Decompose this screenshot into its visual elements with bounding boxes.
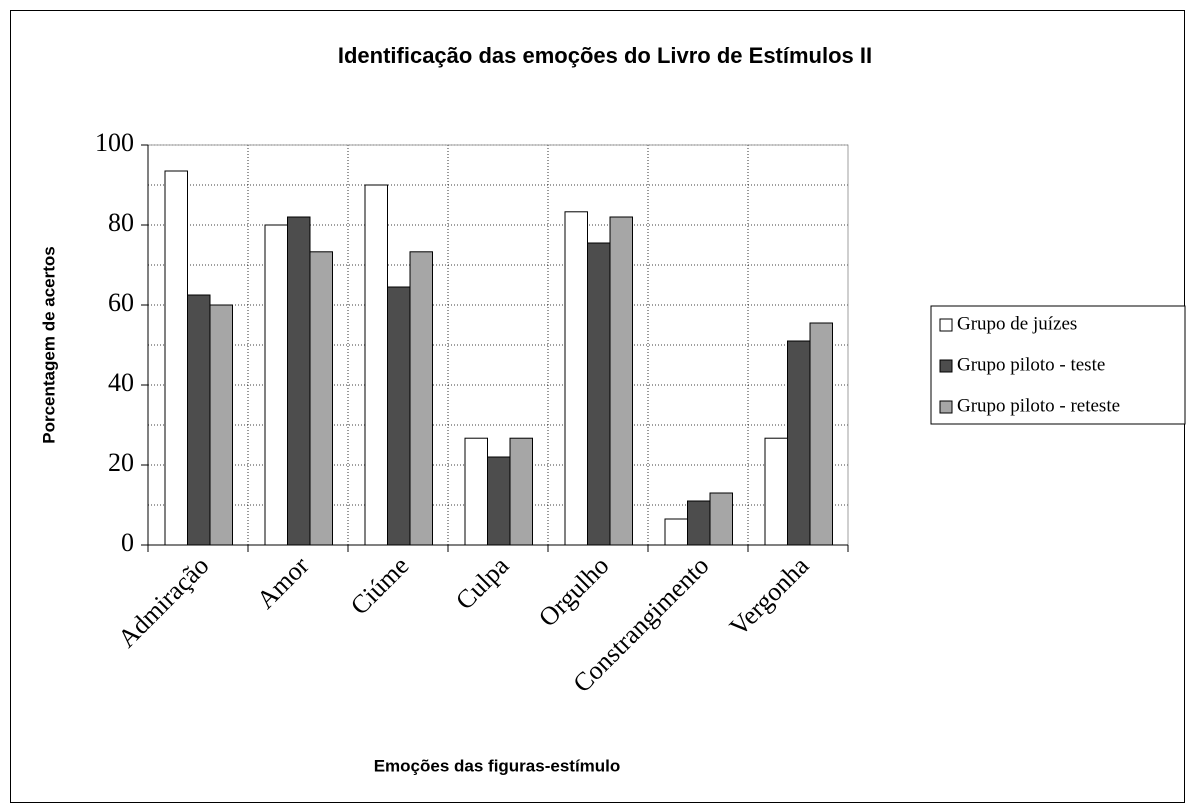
y-tick-label: 100 — [95, 128, 134, 157]
bar — [509, 437, 533, 546]
bar — [309, 251, 333, 546]
y-axis-label: Porcentagem de acertos — [39, 246, 58, 443]
bar — [787, 340, 811, 546]
legend-swatch — [939, 400, 953, 414]
legend-label: Grupo piloto - reteste — [957, 395, 1120, 416]
bar — [487, 456, 511, 546]
bar — [609, 216, 633, 546]
legend-box — [930, 305, 1186, 425]
bar — [287, 216, 311, 546]
bar — [464, 437, 488, 546]
y-tick-label: 40 — [108, 368, 134, 397]
chart-title: Identificação das emoções do Livro de Es… — [338, 43, 872, 68]
legend-swatch — [939, 359, 953, 373]
x-axis-label: Emoções das figuras-estímulo — [374, 756, 621, 775]
y-tick-label: 80 — [108, 208, 134, 237]
bar — [209, 304, 233, 546]
bar — [164, 170, 188, 546]
y-tick-label: 20 — [108, 448, 134, 477]
legend-label: Grupo de juízes — [957, 313, 1077, 334]
bar — [764, 437, 788, 546]
bar — [664, 518, 688, 546]
bar — [687, 500, 711, 546]
bar — [187, 294, 211, 546]
bar — [809, 322, 833, 546]
bar — [387, 286, 411, 546]
bar — [364, 184, 388, 546]
bar — [409, 251, 433, 546]
bar — [709, 492, 733, 546]
legend-label: Grupo piloto - teste — [957, 354, 1105, 375]
legend-swatch — [939, 318, 953, 332]
y-tick-label: 0 — [121, 528, 134, 557]
bar — [264, 224, 288, 546]
y-tick-label: 60 — [108, 288, 134, 317]
bar — [564, 211, 588, 546]
bar — [587, 242, 611, 546]
